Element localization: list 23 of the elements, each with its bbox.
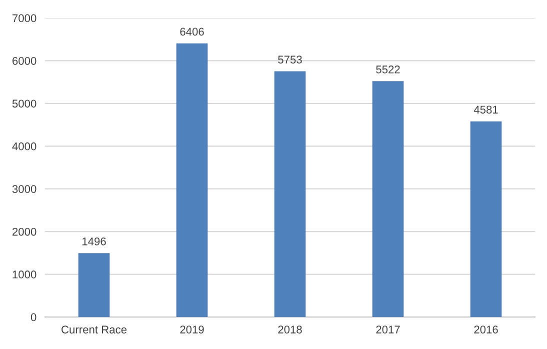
x-tick-label: 2018 bbox=[278, 326, 302, 334]
bar bbox=[274, 71, 306, 317]
y-tick-label: 1000 bbox=[12, 270, 36, 278]
y-tick-label: 7000 bbox=[12, 14, 36, 22]
bar bbox=[470, 121, 502, 317]
bar bbox=[372, 81, 404, 317]
x-tick-label: Current Race bbox=[62, 326, 127, 334]
bar bbox=[78, 253, 110, 317]
x-tick-label: 2016 bbox=[474, 326, 498, 334]
y-tick-label: 4000 bbox=[12, 142, 36, 150]
data-label: 1496 bbox=[82, 237, 106, 246]
y-tick-label: 6000 bbox=[12, 56, 36, 65]
y-tick-label: 2000 bbox=[12, 228, 36, 236]
x-tick-label: 2017 bbox=[376, 326, 400, 334]
data-label: 5522 bbox=[376, 66, 400, 74]
data-label: 4581 bbox=[474, 106, 498, 114]
y-tick-label: 3000 bbox=[12, 185, 36, 193]
bar bbox=[176, 43, 208, 317]
y-tick-label: 0 bbox=[30, 313, 36, 322]
y-tick-label: 5000 bbox=[12, 100, 36, 108]
x-tick-label: 2019 bbox=[180, 326, 204, 334]
data-label: 6406 bbox=[180, 28, 204, 36]
data-label: 5753 bbox=[278, 56, 302, 64]
